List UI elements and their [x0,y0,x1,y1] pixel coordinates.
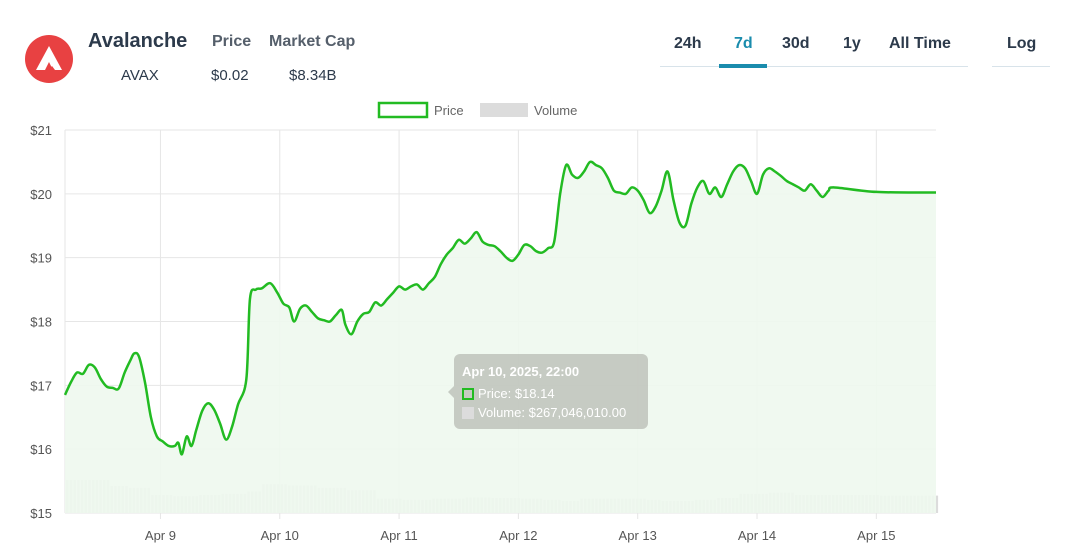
y-tick-label: $17 [30,378,52,393]
chart-legend: Price Volume [377,101,577,119]
tooltip-volume-row: Volume: $267,046,010.00 [462,402,626,424]
y-tick-label: $16 [30,442,52,457]
y-tick-label: $21 [30,123,52,138]
logo-triangle [36,46,62,70]
tab-all-time[interactable]: All Time [889,35,951,52]
logo-notch [49,66,55,70]
legend-price-label: Price [434,103,464,118]
x-tick-label: Apr 15 [857,528,895,543]
log-scale-toggle[interactable]: Log [1007,35,1037,52]
tooltip-volume-swatch [462,407,474,419]
coin-symbol: AVAX [121,67,159,84]
x-tick-label: Apr 11 [380,528,417,543]
tooltip-price-swatch [462,388,474,400]
price-area-fill [65,161,936,513]
price-value: $0.02 [211,67,249,84]
y-tick-label: $18 [30,315,52,330]
volume-bar [935,495,939,513]
tab-30d[interactable]: 30d [782,35,810,52]
tab-bar-divider [660,66,968,67]
y-tick-label: $19 [30,251,52,266]
chart-tooltip: Apr 10, 2025, 22:00 Price: $18.14 Volume… [448,354,648,429]
coin-name: Avalanche [88,30,188,52]
tab-24h[interactable]: 24h [674,35,702,52]
x-tick-label: Apr 9 [145,528,176,543]
tooltip-title: Apr 10, 2025, 22:00 [462,364,580,379]
active-tab-indicator [719,64,767,68]
price-header: Price [212,33,252,50]
price-line [63,160,937,456]
x-tick-label: Apr 14 [738,528,776,543]
legend-volume-label: Volume [534,103,577,118]
y-tick-label: $20 [30,187,52,202]
legend-volume-swatch [480,103,528,117]
tab-1y[interactable]: 1y [843,35,861,52]
y-axis-ticks: $15 $16 $17 $18 $19 $20 $21 [30,123,52,521]
tab-7d[interactable]: 7d [734,35,753,52]
tooltip-volume: Volume: $267,046,010.00 [478,405,627,420]
tooltip-price-row: Price: $18.14 [462,383,555,405]
avalanche-logo-icon [25,35,73,83]
x-tick-label: Apr 12 [499,528,537,543]
x-axis-ticks: Apr 9 Apr 10 Apr 11 Apr 12 Apr 13 Apr 14 Apr 1… [145,528,896,543]
market-cap-header: Market Cap [269,33,356,50]
tooltip-price: Price: $18.14 [478,386,555,401]
legend-price-swatch [377,101,429,119]
tooltip-arrow [448,386,454,398]
log-toggle-divider [992,66,1050,67]
y-tick-label: $15 [30,506,52,521]
market-cap-value: $8.34B [289,67,337,84]
x-tick-label: Apr 10 [261,528,299,543]
x-tick-label: Apr 13 [619,528,657,543]
